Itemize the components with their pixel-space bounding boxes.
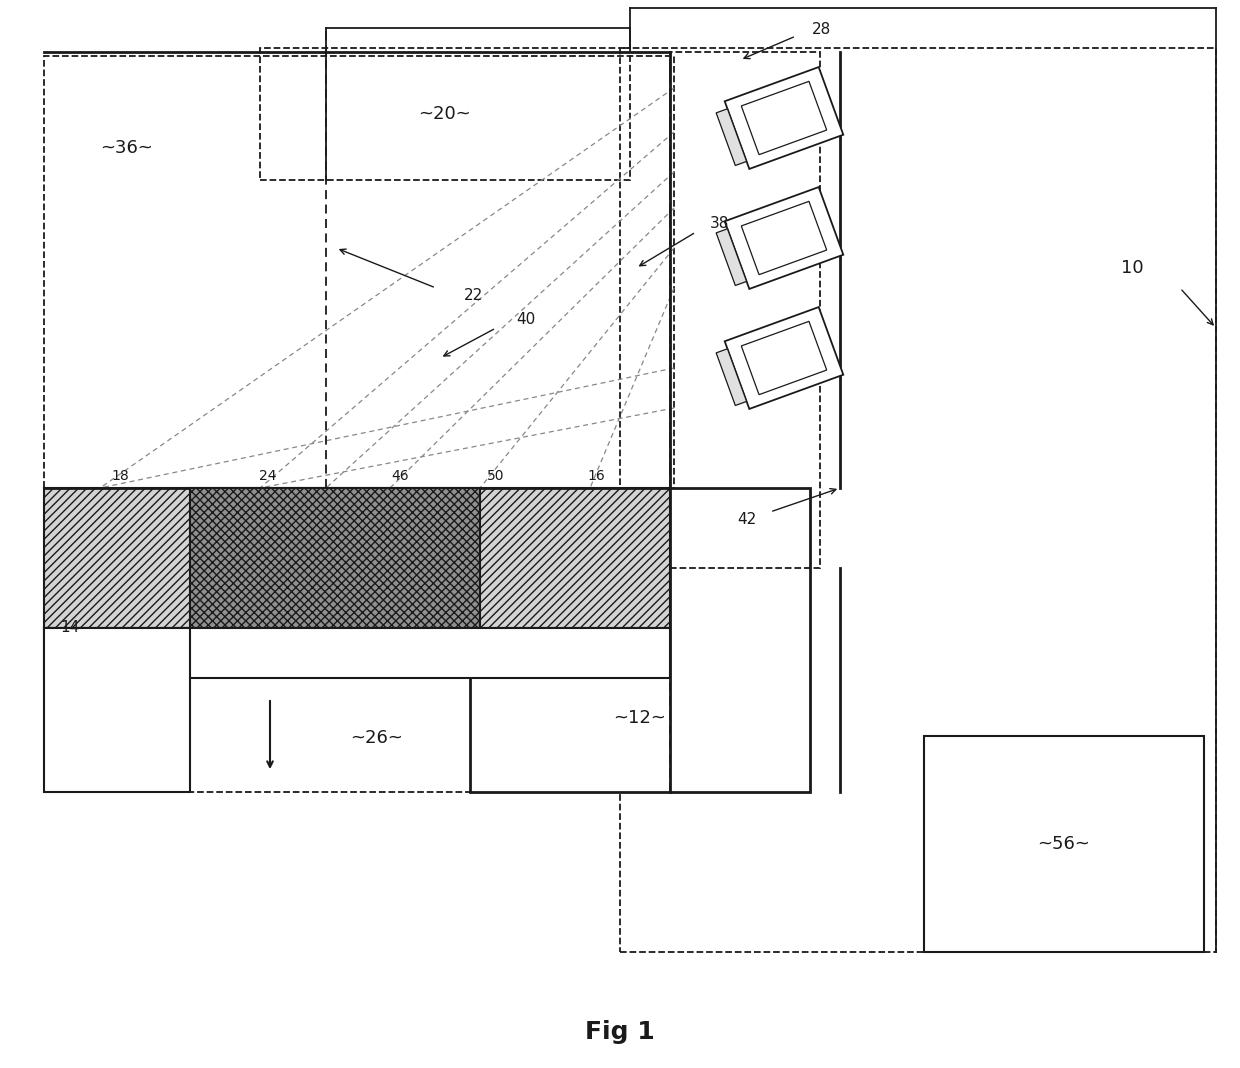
Text: 24: 24	[259, 469, 277, 483]
Polygon shape	[717, 349, 746, 406]
Text: ~20~: ~20~	[418, 105, 470, 123]
Text: 28: 28	[812, 22, 831, 37]
Bar	[924, 736, 1204, 952]
Text: 10: 10	[1121, 260, 1145, 277]
Text: ~30~: ~30~	[755, 111, 784, 121]
Polygon shape	[724, 308, 843, 409]
Polygon shape	[724, 67, 843, 169]
Polygon shape	[742, 202, 827, 274]
Polygon shape	[717, 109, 746, 166]
Bar	[190, 488, 480, 628]
Text: Fig 1: Fig 1	[585, 1020, 655, 1045]
Text: 42: 42	[737, 513, 756, 528]
Bar	[43, 628, 670, 678]
Text: 14: 14	[61, 621, 79, 635]
Text: 46: 46	[391, 469, 409, 483]
Text: ~12~: ~12~	[614, 709, 666, 727]
Text: ~56~: ~56~	[1038, 835, 1090, 853]
Bar	[43, 56, 675, 792]
Polygon shape	[742, 81, 827, 155]
Polygon shape	[717, 229, 746, 285]
Bar	[43, 488, 670, 628]
Text: ~32~: ~32~	[755, 231, 785, 241]
Bar	[620, 48, 1216, 952]
Text: 16: 16	[587, 469, 605, 483]
Text: ~36~: ~36~	[100, 139, 153, 157]
Text: 22: 22	[464, 288, 484, 303]
Polygon shape	[724, 187, 843, 289]
Bar	[43, 628, 190, 792]
Bar	[670, 52, 820, 568]
Text: ~26~: ~26~	[350, 729, 403, 747]
Text: 40: 40	[516, 313, 536, 328]
Text: 50: 50	[487, 469, 505, 483]
Bar	[260, 48, 630, 180]
Text: 38: 38	[711, 217, 729, 232]
Text: 18: 18	[112, 469, 129, 483]
Text: ~34~: ~34~	[755, 351, 784, 361]
Bar	[470, 488, 810, 792]
Polygon shape	[742, 321, 827, 395]
